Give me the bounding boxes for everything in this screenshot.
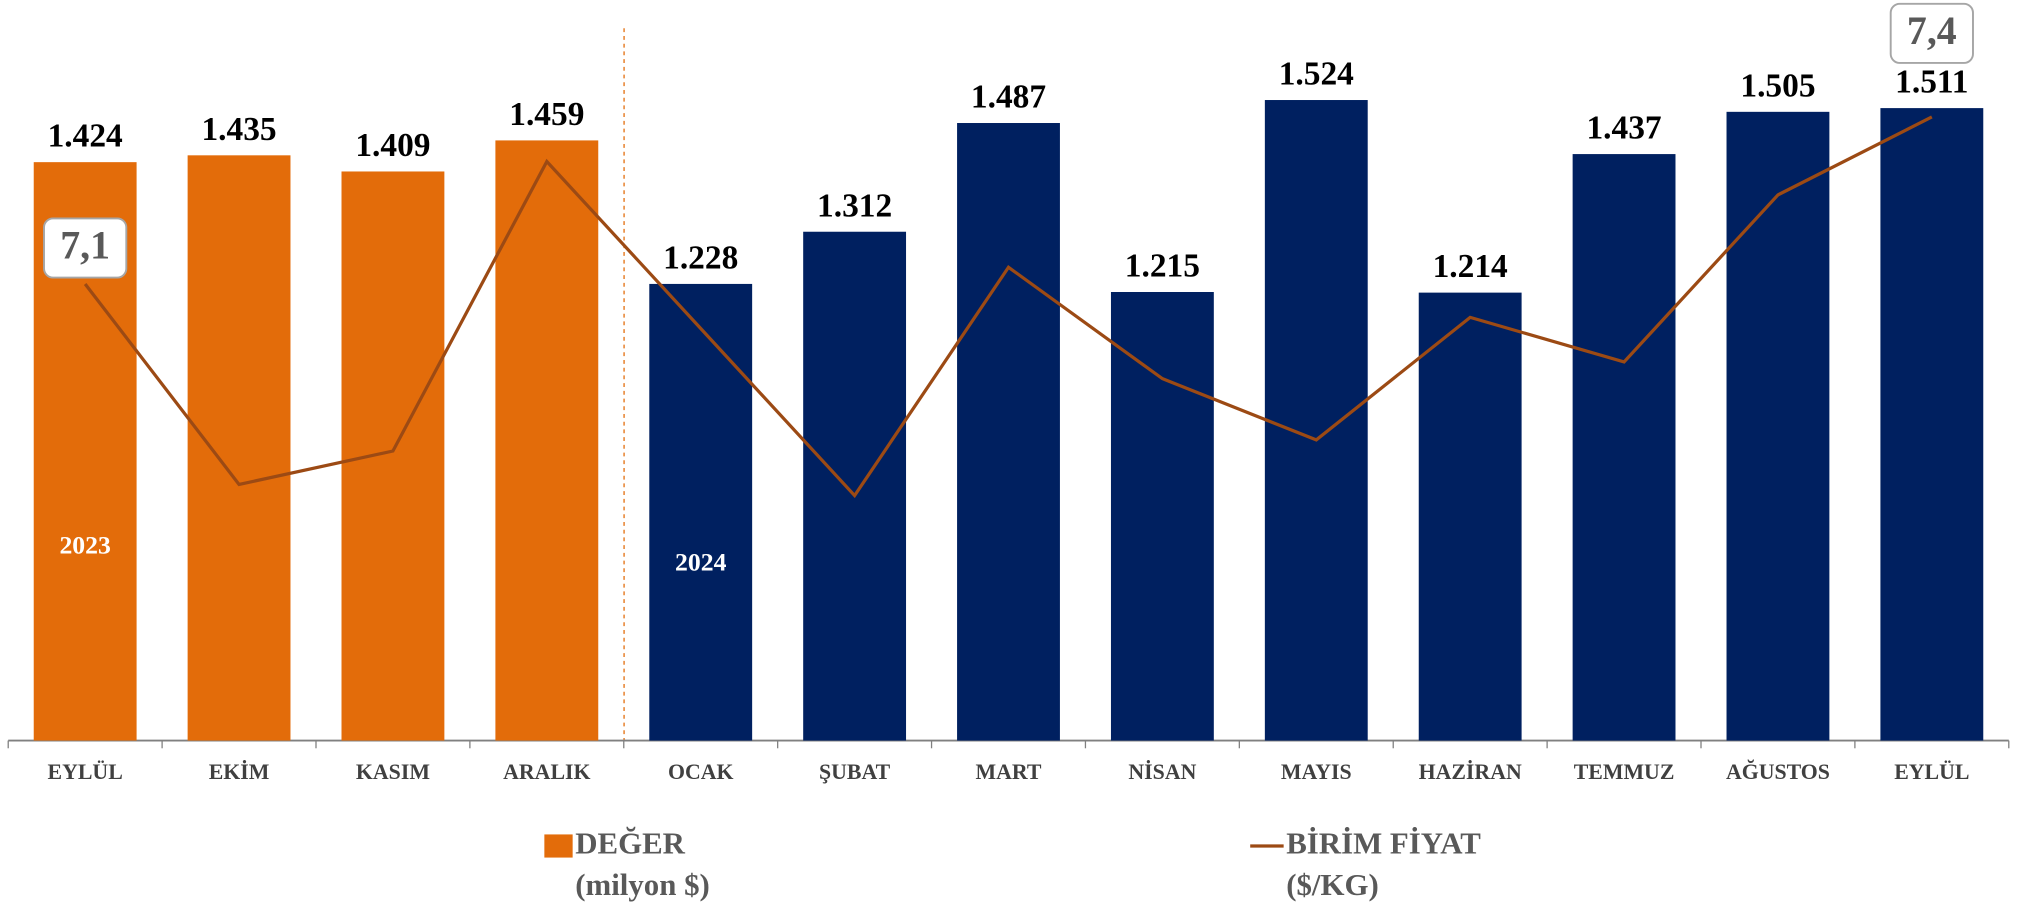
bar [1880,108,1984,741]
bar [803,231,907,741]
bar [187,155,291,741]
data-label-box [1889,2,1974,64]
x-tick-label: MART [976,760,1042,784]
x-tick-label: OCAK [668,760,734,784]
bar-value-label: 1.437 [1586,110,1661,147]
x-tick-label: EKİM [209,760,270,784]
x-tick-label: NİSAN [1128,760,1196,784]
bar-value-label: 1.435 [201,111,276,148]
bar [1726,111,1830,741]
x-tick-label: AĞUSTOS [1726,760,1830,784]
x-tick-label: ARALIK [503,760,590,784]
bar [1418,292,1522,741]
x-tick-label: MAYIS [1281,760,1352,784]
bar-value-label: 1.409 [355,127,430,164]
legend-item: DEĞER (milyon $) [575,828,710,903]
x-tick-label: EYLÜL [1894,760,1969,784]
legend-swatch [544,834,573,858]
period-label: 2024 [675,547,727,576]
x-tick-label: ŞUBAT [819,760,891,784]
bar-value-label: 1.228 [663,239,738,276]
bar [649,283,753,741]
bar-value-label: 1.524 [1279,56,1354,93]
bar [1110,292,1214,741]
data-label: 7,4 [1907,8,1957,53]
bar-value-label: 1.214 [1433,248,1508,285]
bar-value-label: 1.505 [1740,67,1815,104]
line [83,115,1933,499]
bar-value-label: 1.424 [48,118,123,155]
x-tick-label: KASIM [356,760,430,784]
period-label: 2023 [59,531,110,560]
bar-value-label: 1.487 [971,79,1046,116]
bar [341,171,445,741]
x-tick-label: EYLÜL [48,760,123,784]
data-label-box [43,217,128,279]
bar-value-label: 1.459 [509,96,584,133]
bar-value-label: 1.312 [817,187,892,224]
legend-label: DEĞER (milyon $) [575,828,710,903]
bar [1264,100,1368,741]
bar [957,123,1060,741]
data-label: 7,1 [60,222,110,267]
bar [495,140,599,741]
legend-item: BİRİM FİYAT ($/KG) [1286,828,1481,903]
bar-value-label: 1.215 [1125,248,1200,285]
legend-label: BİRİM FİYAT ($/KG) [1286,828,1481,903]
bar-value-label: 1.511 [1895,64,1968,101]
x-tick-label: TEMMUZ [1574,760,1675,784]
x-tick-label: HAZİRAN [1419,760,1522,784]
bar [1572,154,1676,741]
